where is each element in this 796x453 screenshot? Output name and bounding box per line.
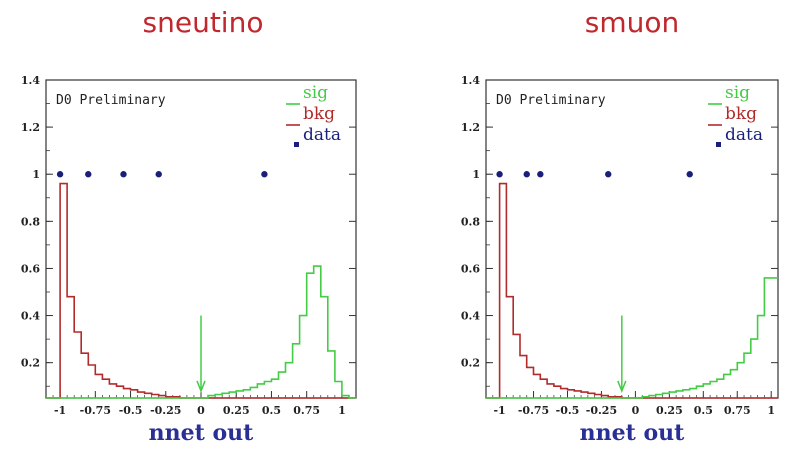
data-point	[56, 171, 64, 178]
x-tick-label: -0.75	[80, 404, 111, 417]
x-tick-label: 0.25	[223, 404, 250, 417]
x-tick-label: 0	[632, 404, 640, 417]
legend-label-sig: sig	[303, 83, 328, 103]
x-tick-label: -0.75	[518, 404, 549, 417]
y-tick-label: 1.2	[21, 121, 40, 134]
x-tick-label: 0.5	[262, 404, 281, 417]
sig-histogram	[46, 265, 356, 399]
x-tick-label: 0.75	[293, 404, 320, 417]
data-point	[261, 171, 268, 178]
x-tick-label: -0.25	[586, 404, 617, 417]
y-tick-label: 1	[472, 168, 480, 181]
x-tick-label: 0	[197, 404, 205, 417]
legend-label-data: data	[725, 125, 763, 145]
x-tick-label: 1	[767, 404, 775, 417]
chart-panel-sneutino: sneutino 0.2 0.4 0.6 0.8 1 1.2 1.4 -1 -0.75 -0.5 -0…	[21, 6, 357, 446]
y-tick-label: 1.2	[461, 121, 480, 134]
legend-label-sig: sig	[725, 83, 750, 103]
data-point	[686, 171, 693, 178]
legend-marker-data	[294, 142, 299, 147]
data-point	[537, 171, 544, 178]
legend-label-bkg: bkg	[303, 104, 335, 124]
y-tick-label: 0.6	[461, 262, 480, 275]
legend-label-bkg: bkg	[725, 104, 757, 124]
preliminary-label: D0 Preliminary	[56, 93, 166, 108]
y-tick-label: 0.8	[21, 215, 40, 228]
y-tick-label: 0.6	[21, 262, 40, 275]
data-point	[496, 171, 503, 178]
legend-label-data: data	[303, 125, 341, 145]
preliminary-label: D0 Preliminary	[496, 93, 606, 108]
x-tick-label: 1	[338, 404, 346, 417]
x-tick-label: 0.5	[694, 404, 713, 417]
y-tick-label: 0.2	[461, 357, 480, 370]
x-tick-label: -0.25	[150, 404, 181, 417]
x-tick-label: -0.5	[556, 404, 580, 417]
sig-histogram	[486, 277, 778, 399]
chart-title: smuon	[585, 6, 680, 39]
y-tick-label: 0.4	[461, 310, 480, 323]
x-axis-label: nnet out	[149, 420, 254, 446]
data-point	[605, 171, 612, 178]
data-point	[155, 171, 162, 178]
x-tick-label: -1	[493, 404, 505, 417]
data-point	[120, 171, 127, 178]
bkg-histogram	[46, 182, 356, 399]
y-tick-label: 0.4	[21, 310, 40, 323]
data-point	[85, 171, 92, 178]
chart-panel-smuon: smuon 0.2 0.4 0.6 0.8 1 1.2 1.4 -1 -0.75 -0.5 -0.25…	[461, 6, 779, 446]
y-tick-label: 0.8	[461, 215, 480, 228]
bkg-histogram	[486, 182, 778, 399]
x-tick-label: -1	[54, 404, 66, 417]
chart-title: sneutino	[143, 6, 264, 39]
y-tick-label: 0.2	[21, 357, 40, 370]
legend-marker-data	[716, 142, 721, 147]
x-tick-label: -0.5	[119, 404, 143, 417]
x-tick-label: 0.25	[656, 404, 683, 417]
cut-arrow-head	[196, 380, 206, 393]
y-tick-label: 1.4	[21, 74, 40, 87]
y-tick-label: 1	[32, 168, 40, 181]
y-tick-label: 1.4	[461, 74, 480, 87]
x-tick-label: 0.75	[724, 404, 751, 417]
data-point	[523, 171, 530, 178]
x-axis-label: nnet out	[580, 420, 685, 446]
cut-arrow-head	[617, 380, 627, 393]
